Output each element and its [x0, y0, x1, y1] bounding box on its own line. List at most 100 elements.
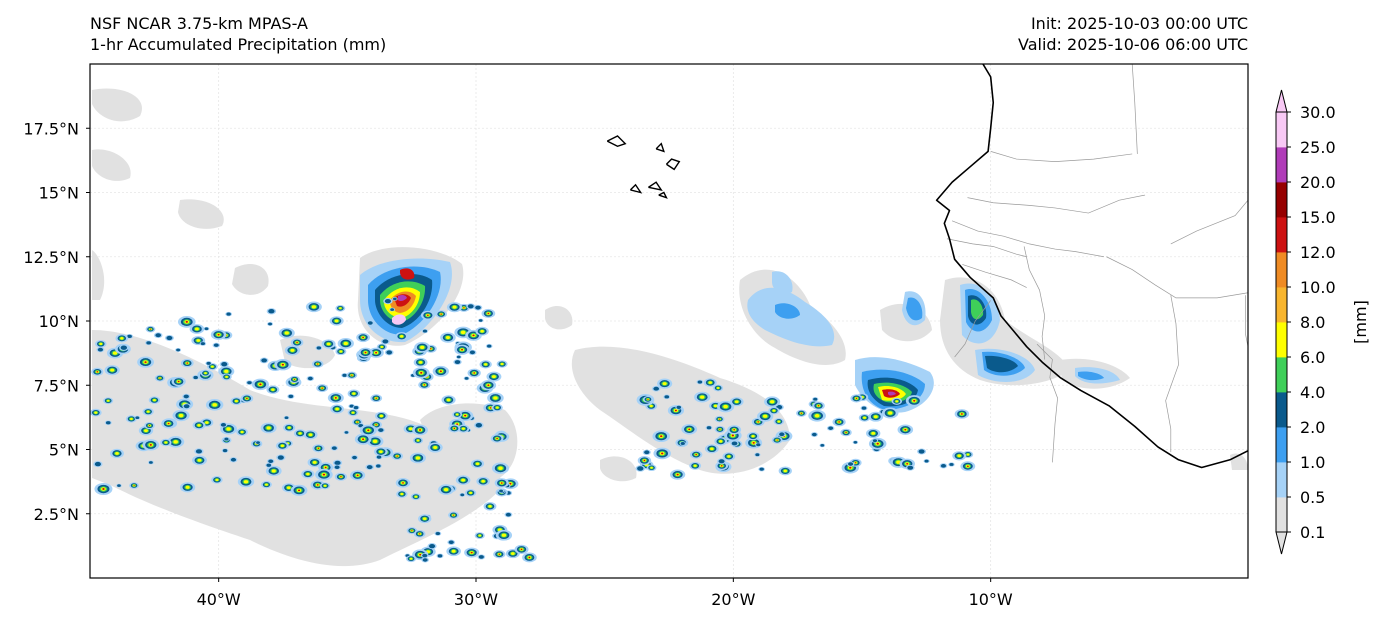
convective-cell	[840, 428, 852, 437]
lat-tick-label: 17.5°N	[23, 119, 79, 138]
cape-verde-island	[665, 158, 681, 171]
convective-cell	[265, 462, 273, 468]
colorbar: 0.1 0.5 1.0 2.0 4.0 6.0 8.0 10.0 12.0 15.0 20.0 25.…	[1275, 89, 1370, 555]
convective-cell	[180, 358, 194, 368]
convective-cell	[777, 431, 786, 437]
cape-verde-island	[655, 142, 665, 153]
convective-cell	[359, 424, 377, 437]
convective-cell	[229, 457, 238, 463]
convective-cell	[144, 422, 155, 430]
lat-tick-label: 10°N	[39, 312, 79, 331]
convective-cell	[412, 424, 428, 436]
convective-cell	[219, 361, 229, 368]
lat-tick-label: 2.5°N	[34, 505, 79, 524]
convective-cell	[468, 349, 477, 356]
convective-cell	[194, 448, 204, 455]
convective-cell	[846, 461, 855, 467]
convective-cell	[396, 490, 408, 498]
convective-cell	[374, 463, 382, 469]
convective-cell	[315, 345, 323, 351]
lat-tick-label: 5°N	[49, 441, 79, 460]
map-time-info: Init: 2025-10-03 00:00 UTC Valid: 2025-1…	[1018, 13, 1248, 55]
convective-cell	[689, 450, 703, 459]
convective-cell	[219, 422, 228, 428]
convective-cell	[905, 395, 923, 407]
convective-cell	[651, 385, 661, 392]
convective-cell	[145, 325, 156, 333]
lon-tick-label: 40°W	[197, 590, 241, 609]
convective-cell	[477, 554, 486, 560]
convective-cell	[479, 360, 492, 369]
country-border	[954, 300, 991, 358]
convective-cell	[347, 389, 361, 398]
colorbar-label: [mm]	[1351, 300, 1370, 344]
convective-cell	[276, 454, 286, 461]
lat-tick-label: 7.5°N	[34, 376, 79, 395]
country-border	[946, 238, 1027, 258]
colorbar-segment	[1276, 112, 1287, 148]
convective-cell	[514, 544, 529, 554]
convective-cell	[713, 384, 724, 392]
colorbar-tick-label: 8.0	[1300, 313, 1325, 332]
convective-cell	[715, 461, 729, 471]
convective-cell	[465, 489, 477, 497]
convective-cell	[332, 459, 343, 466]
convective-cell	[705, 425, 713, 430]
convective-cell	[346, 371, 358, 379]
convective-cell	[383, 298, 393, 305]
convective-cell	[223, 437, 230, 442]
convective-cell	[412, 437, 424, 444]
convective-cell	[199, 341, 207, 346]
convective-cell	[494, 478, 509, 488]
convective-cell	[746, 432, 760, 441]
convective-cell	[329, 316, 344, 326]
convective-cell	[464, 547, 480, 558]
lat-tick-label: 15°N	[39, 184, 79, 203]
convective-cell	[952, 451, 967, 461]
convective-cell	[259, 357, 269, 364]
convective-cell	[694, 391, 711, 403]
lat-tick-label: 12.5°N	[23, 248, 79, 267]
convective-cell	[335, 304, 346, 312]
convective-cell	[240, 394, 254, 403]
colorbar-extend-min	[1275, 531, 1288, 555]
convective-cell	[754, 452, 761, 457]
convective-cell	[200, 369, 211, 377]
convective-cell	[778, 466, 792, 476]
convective-cell	[637, 456, 652, 465]
colorbar-segment	[1276, 392, 1287, 428]
convective-cell	[341, 373, 348, 378]
convective-cell	[905, 464, 915, 471]
convective-cell	[307, 457, 322, 468]
convective-cell	[210, 329, 227, 340]
convective-cell	[960, 461, 976, 472]
convective-cell	[192, 375, 200, 380]
lon-tick-label: 30°W	[454, 590, 498, 609]
colorbar-tick-label: 10.0	[1300, 278, 1336, 297]
convective-cell	[406, 555, 417, 563]
colorbar-tick-label: 0.5	[1300, 488, 1325, 507]
convective-cell	[491, 462, 510, 474]
convective-cell	[457, 424, 470, 433]
convective-cell	[410, 493, 422, 501]
convective-cell	[452, 411, 463, 418]
country-border	[951, 220, 1104, 258]
cape-verde-island	[606, 135, 627, 147]
convective-cell	[755, 442, 762, 447]
convective-cell	[490, 434, 504, 443]
convective-cell	[446, 546, 461, 557]
convective-cell	[476, 476, 490, 486]
convective-cell	[435, 310, 447, 318]
west-africa-coastline	[935, 64, 1248, 469]
convective-cell	[330, 404, 344, 414]
convective-cell	[716, 400, 735, 413]
convective-cell	[663, 394, 671, 400]
convective-cell	[440, 332, 456, 343]
coastline	[606, 64, 1248, 469]
convective-cell	[646, 464, 657, 472]
colorbar-tick-label: 6.0	[1300, 348, 1325, 367]
convective-cell	[237, 476, 255, 488]
convective-cell	[104, 420, 112, 426]
convective-cell	[266, 385, 280, 394]
convective-cell	[455, 475, 471, 485]
